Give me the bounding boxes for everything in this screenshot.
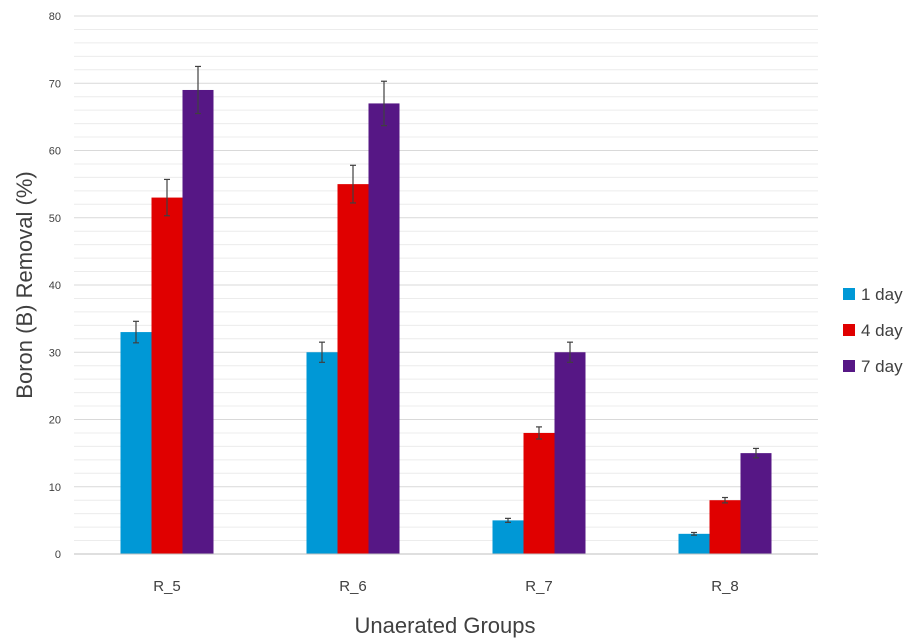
- y-axis-title: Boron (B) Removal (%): [12, 171, 37, 398]
- legend-label: 1 day: [861, 285, 903, 304]
- bar-7-day-R_6: [368, 103, 400, 555]
- bar-4-day-R_5: [151, 197, 183, 554]
- legend-label: 7 day: [861, 357, 903, 376]
- bar-1-day-R_5: [120, 332, 152, 554]
- y-tick-label: 70: [49, 78, 61, 90]
- bar-7-day-R_5: [182, 89, 214, 554]
- x-tick-label: R_8: [711, 578, 739, 595]
- bar-7-day-R_7: [554, 352, 586, 554]
- x-tick-label: R_5: [153, 578, 181, 595]
- bar-7-day-R_8: [740, 453, 772, 554]
- y-tick-label: 50: [49, 213, 61, 225]
- x-axis-title: Unaerated Groups: [355, 613, 536, 638]
- y-tick-label: 10: [49, 482, 61, 494]
- y-tick-label: 40: [49, 280, 61, 292]
- bar-4-day-R_6: [337, 184, 369, 554]
- bar-1-day-R_6: [306, 352, 338, 554]
- legend-swatch: [843, 324, 855, 336]
- legend-label: 4 day: [861, 321, 903, 340]
- bar-4-day-R_7: [523, 432, 555, 554]
- x-tick-label: R_6: [339, 578, 367, 595]
- y-tick-label: 30: [49, 347, 61, 359]
- y-tick-label: 60: [49, 146, 61, 158]
- bars-layer: [120, 65, 772, 555]
- bar-4-day-R_8: [709, 500, 741, 554]
- legend: 1 day 4 day 7 day: [843, 285, 903, 376]
- bar-1-day-R_8: [678, 533, 710, 554]
- legend-swatch: [843, 360, 855, 372]
- y-tick-label: 0: [55, 549, 61, 561]
- y-tick-label: 20: [49, 415, 61, 427]
- legend-swatch: [843, 288, 855, 300]
- axis-layer: 0 10 20 30 40 50 60 70 80 R_5 R_6 R_7 R_8: [49, 11, 818, 595]
- y-tick-label: 80: [49, 11, 61, 23]
- bar-1-day-R_7: [492, 520, 524, 554]
- x-tick-label: R_7: [525, 578, 553, 595]
